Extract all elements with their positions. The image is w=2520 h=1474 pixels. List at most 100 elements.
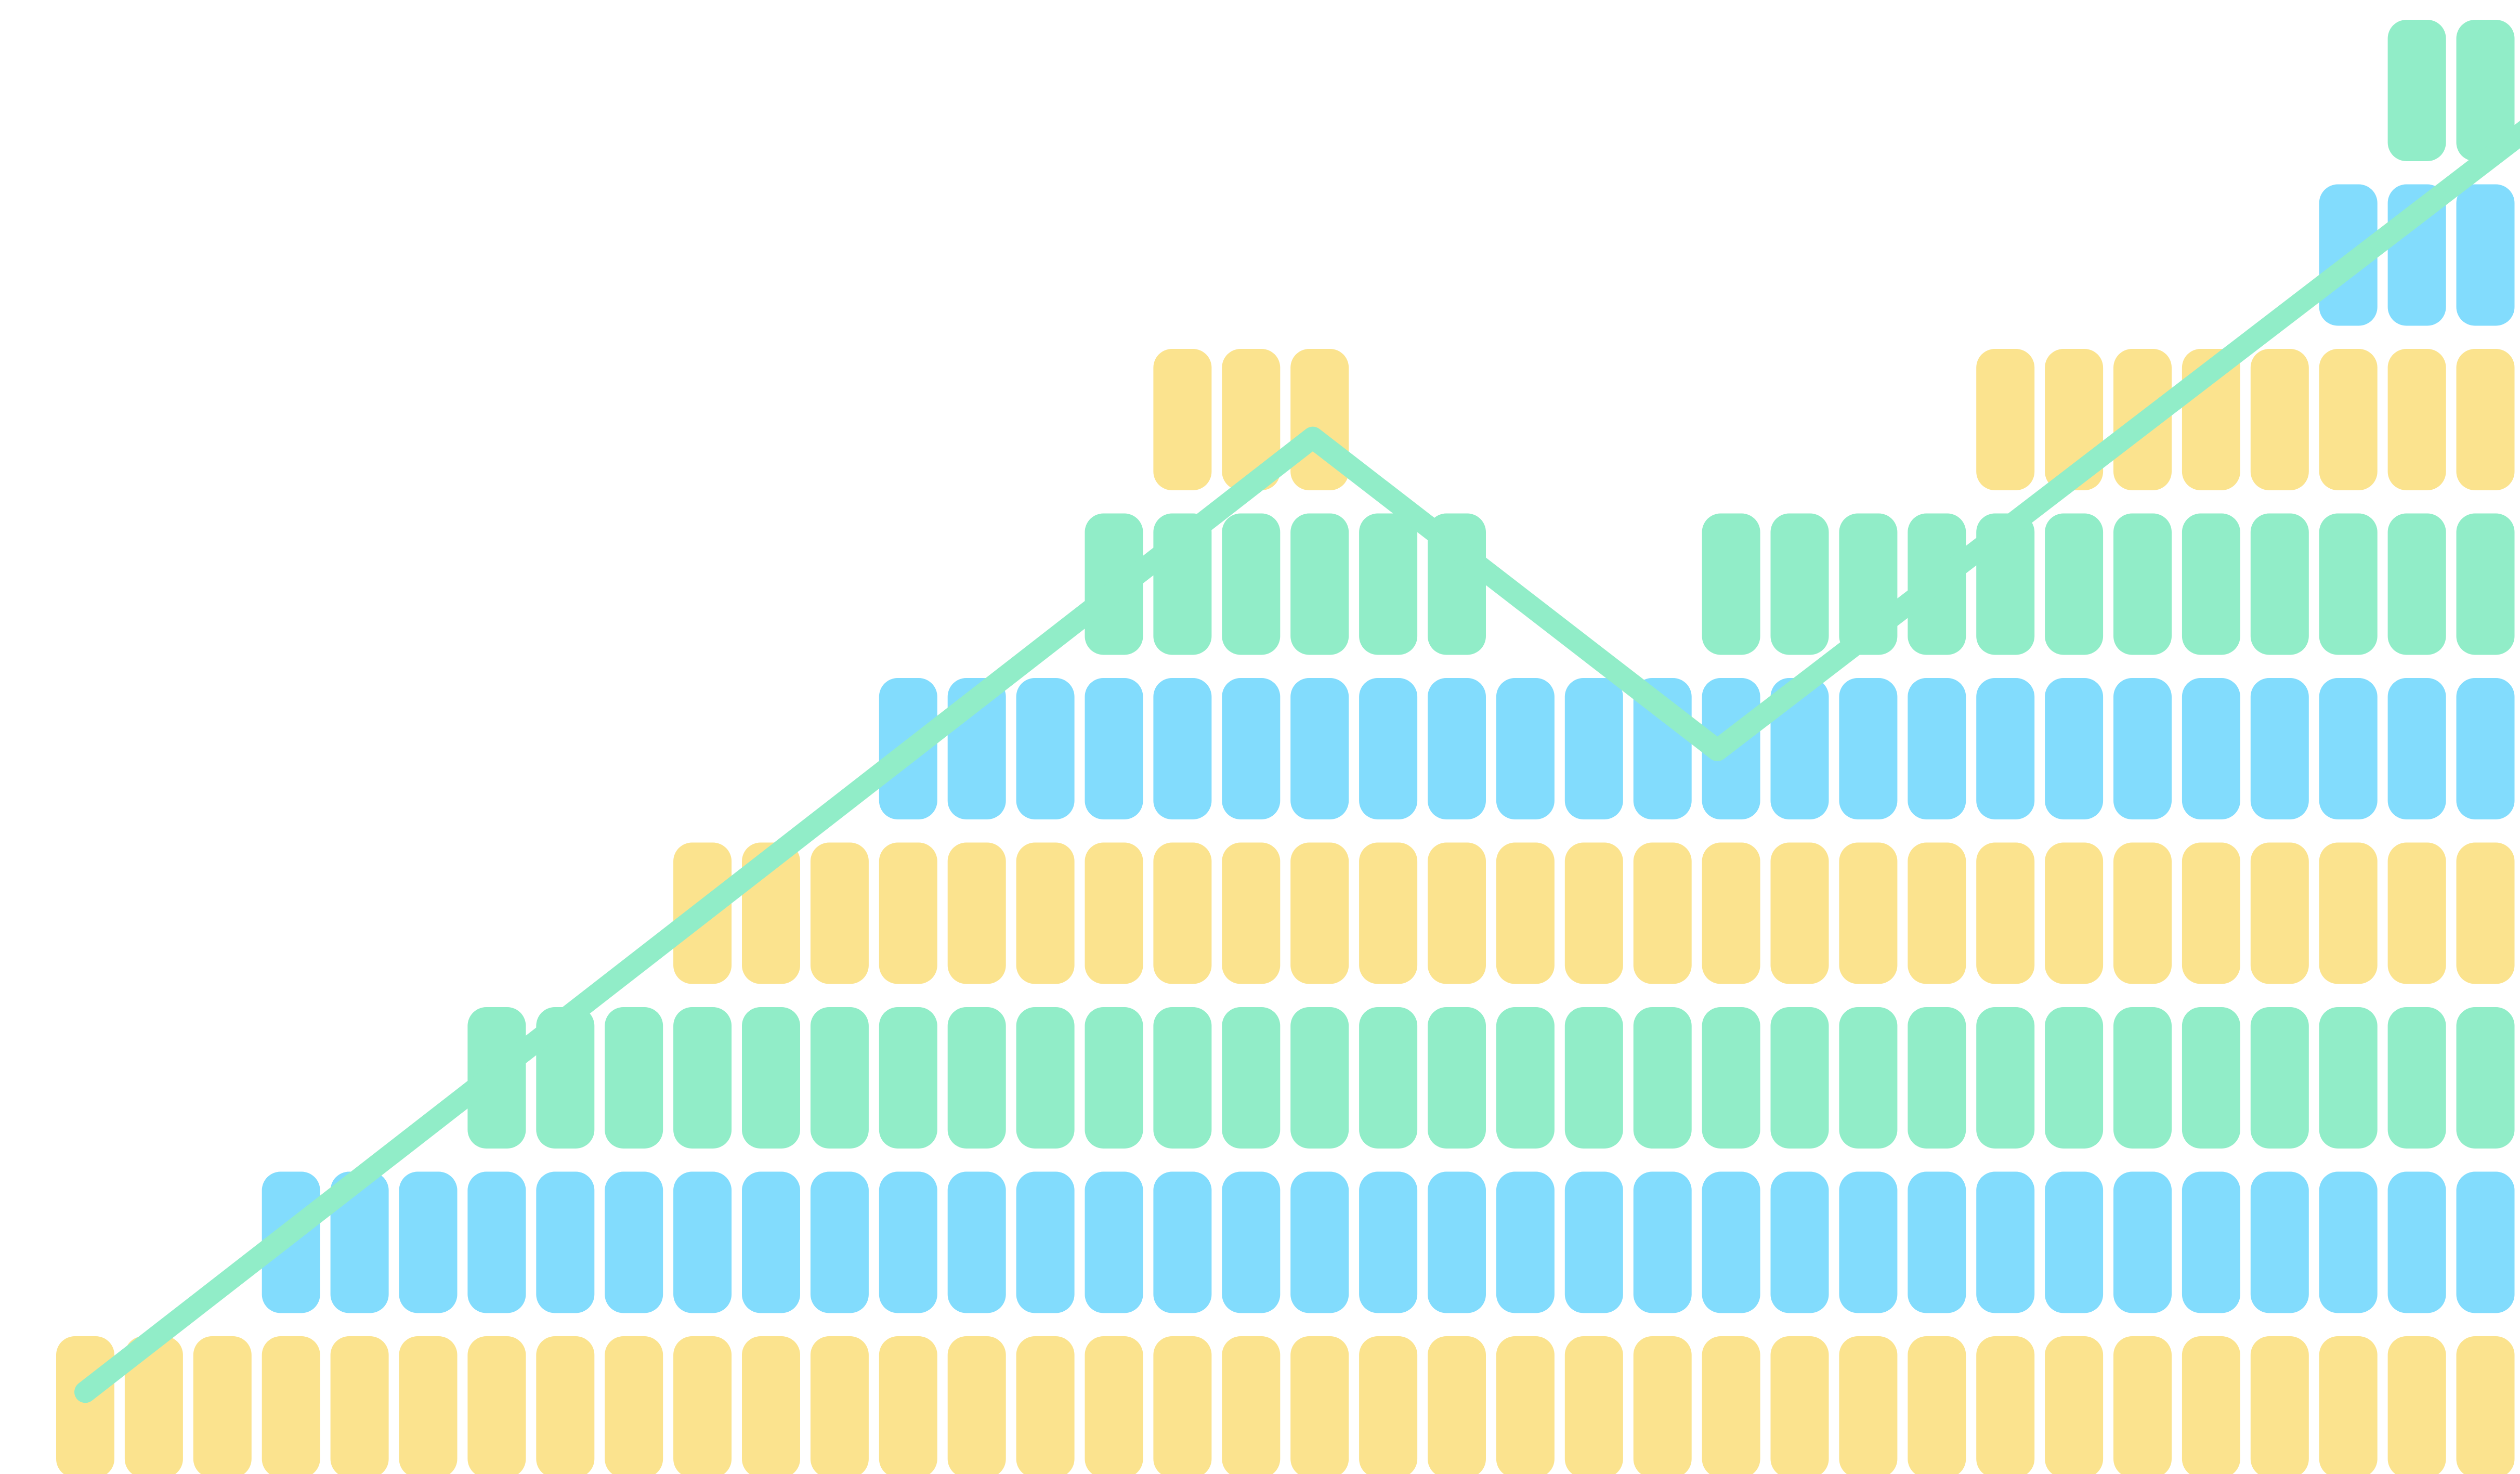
bar-32-segment-6	[2182, 513, 2240, 655]
bar-26-segment-3	[1770, 1007, 1829, 1149]
bar-14-segment-3	[947, 1007, 1006, 1149]
bar-35-segment-2	[2387, 1171, 2446, 1313]
bar-30-segment-5	[2045, 678, 2104, 819]
bar-28-segment-5	[1908, 678, 1966, 819]
bar-5-segment-1	[330, 1336, 389, 1474]
bar-column-6	[399, 1171, 458, 1474]
bar-6-segment-2	[399, 1171, 458, 1313]
bar-13-segment-2	[879, 1171, 937, 1313]
bar-29-segment-4	[1976, 842, 2035, 984]
bar-25-segment-2	[1702, 1171, 1760, 1313]
bar-13-segment-3	[879, 1007, 937, 1149]
bar-column-20	[1359, 513, 1418, 1474]
bar-17-segment-3	[1153, 1007, 1212, 1149]
bar-column-13	[879, 678, 937, 1474]
bar-7-segment-1	[467, 1336, 526, 1474]
bar-34-segment-5	[2319, 678, 2378, 819]
bar-29-segment-1	[1976, 1336, 2035, 1474]
bar-19-segment-4	[1290, 842, 1349, 984]
bar-36-segment-7	[2456, 349, 2515, 490]
bar-25-segment-3	[1702, 1007, 1760, 1149]
bar-32-segment-2	[2182, 1171, 2240, 1313]
bar-12-segment-2	[810, 1171, 869, 1313]
bar-column-12	[810, 842, 869, 1474]
bar-25-segment-4	[1702, 842, 1760, 984]
bar-35-segment-7	[2387, 349, 2446, 490]
bar-22-segment-5	[1496, 678, 1555, 819]
bar-5-segment-2	[330, 1171, 389, 1313]
bar-30-segment-2	[2045, 1171, 2104, 1313]
bar-2-segment-1	[124, 1336, 183, 1474]
bar-24-segment-1	[1633, 1336, 1692, 1474]
bar-25-segment-6	[1702, 513, 1760, 655]
bar-34-segment-1	[2319, 1336, 2378, 1474]
bar-35-segment-1	[2387, 1336, 2446, 1474]
bar-31-segment-3	[2113, 1007, 2172, 1149]
bar-18-segment-3	[1222, 1007, 1281, 1149]
bar-26-segment-6	[1770, 513, 1829, 655]
bar-32-segment-4	[2182, 842, 2240, 984]
bar-17-segment-5	[1153, 678, 1212, 819]
bar-15-segment-5	[1016, 678, 1075, 819]
bar-column-21	[1428, 513, 1486, 1474]
bar-16-segment-3	[1085, 1007, 1143, 1149]
bar-column-28	[1908, 513, 1966, 1474]
bar-15-segment-4	[1016, 842, 1075, 984]
bar-22-segment-2	[1496, 1171, 1555, 1313]
bar-32-segment-3	[2182, 1007, 2240, 1149]
bar-36-segment-4	[2456, 842, 2515, 984]
bar-26-segment-4	[1770, 842, 1829, 984]
bar-36-segment-6	[2456, 513, 2515, 655]
bar-15-segment-1	[1016, 1336, 1075, 1474]
bar-17-segment-2	[1153, 1171, 1212, 1313]
bar-7-segment-2	[467, 1171, 526, 1313]
bar-23-segment-1	[1564, 1336, 1623, 1474]
bar-column-11	[742, 842, 800, 1474]
bar-19-segment-6	[1290, 513, 1349, 655]
bar-16-segment-5	[1085, 678, 1143, 819]
bar-20-segment-5	[1359, 678, 1418, 819]
bar-36-segment-5	[2456, 678, 2515, 819]
bar-12-segment-1	[810, 1336, 869, 1474]
bar-34-segment-3	[2319, 1007, 2378, 1149]
bar-19-segment-5	[1290, 678, 1349, 819]
bar-3-segment-1	[193, 1336, 252, 1474]
bar-30-segment-4	[2045, 842, 2104, 984]
bar-13-segment-1	[879, 1336, 937, 1474]
bar-14-segment-2	[947, 1171, 1006, 1313]
bar-21-segment-3	[1428, 1007, 1486, 1149]
bar-11-segment-1	[742, 1336, 800, 1474]
bar-34-segment-4	[2319, 842, 2378, 984]
bar-6-segment-1	[399, 1336, 458, 1474]
bar-36-segment-9	[2456, 20, 2515, 161]
bar-column-29	[1976, 349, 2035, 1474]
bar-13-segment-4	[879, 842, 937, 984]
bar-32-segment-1	[2182, 1336, 2240, 1474]
bar-15-segment-2	[1016, 1171, 1075, 1313]
bar-21-segment-5	[1428, 678, 1486, 819]
bar-column-2	[124, 1336, 183, 1474]
bar-29-segment-7	[1976, 349, 2035, 490]
bar-8-segment-1	[536, 1336, 595, 1474]
bar-28-segment-4	[1908, 842, 1966, 984]
bar-column-32	[2182, 349, 2240, 1474]
bar-column-30	[2045, 349, 2104, 1474]
bar-31-segment-1	[2113, 1336, 2172, 1474]
bar-27-segment-2	[1839, 1171, 1898, 1313]
bar-34-segment-6	[2319, 513, 2378, 655]
bar-column-23	[1564, 678, 1623, 1474]
bar-14-segment-1	[947, 1336, 1006, 1474]
bar-33-segment-7	[2250, 349, 2309, 490]
bar-column-18	[1222, 349, 1281, 1474]
bar-12-segment-4	[810, 842, 869, 984]
bar-11-segment-3	[742, 1007, 800, 1149]
bar-column-8	[536, 1007, 595, 1474]
bar-23-segment-3	[1564, 1007, 1623, 1149]
bar-36-segment-2	[2456, 1171, 2515, 1313]
bar-column-10	[673, 842, 732, 1474]
bar-36-segment-8	[2456, 184, 2515, 326]
bar-24-segment-4	[1633, 842, 1692, 984]
bar-21-segment-4	[1428, 842, 1486, 984]
bar-column-15	[1016, 678, 1075, 1474]
